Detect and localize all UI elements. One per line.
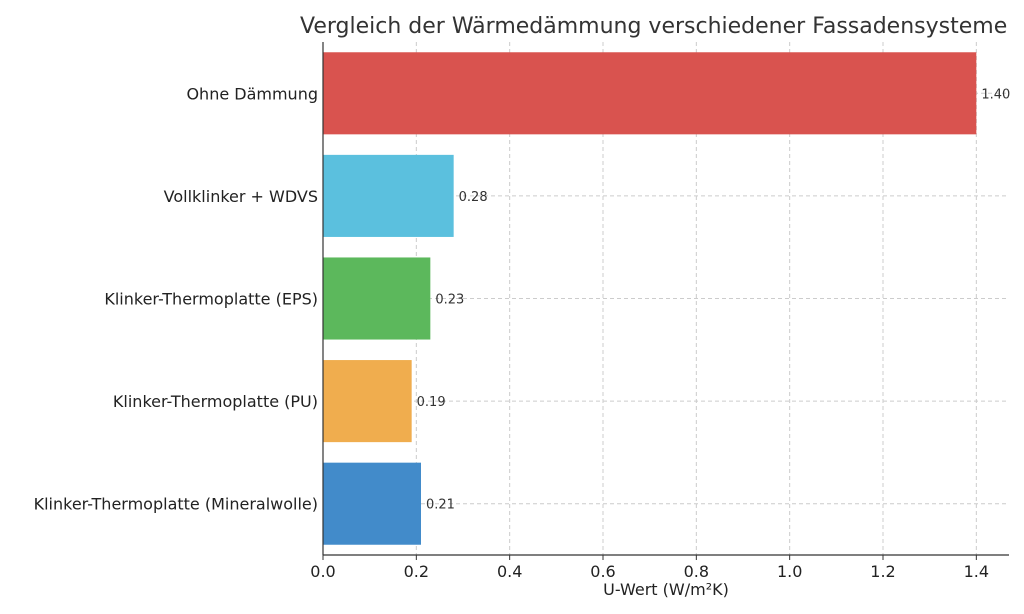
- category-label: Klinker-Thermoplatte (PU): [113, 392, 318, 411]
- category-label: Klinker-Thermoplatte (EPS): [104, 290, 318, 309]
- bar: [323, 462, 421, 545]
- chart-title: Vergleich der Wärmedämmung verschiedener…: [300, 14, 1007, 39]
- bar: [323, 360, 412, 443]
- x-tick-label: 0.8: [684, 562, 709, 581]
- category-label: Klinker-Thermoplatte (Mineralwolle): [34, 495, 318, 514]
- x-ticks-layer: 0.0 0.2 0.4 0.6 0.8 1.0 1.2 1.4: [310, 555, 989, 581]
- value-label: 0.19: [417, 395, 446, 410]
- bar: [323, 257, 431, 340]
- x-tick-label: 0.2: [404, 562, 429, 581]
- x-tick-label: 0.6: [590, 562, 615, 581]
- x-tick-label: 1.2: [870, 562, 895, 581]
- labels-layer: Ohne Dämmung 1.40 Vollklinker + WDVS 0.28 Kl…: [34, 84, 1011, 513]
- x-tick-label: 1.0: [777, 562, 802, 581]
- category-label: Vollklinker + WDVS: [164, 187, 318, 206]
- value-label: 0.28: [459, 190, 488, 205]
- value-label: 0.23: [435, 293, 464, 308]
- bar: [323, 154, 454, 237]
- category-label: Ohne Dämmung: [186, 84, 318, 103]
- x-tick-label: 0.4: [497, 562, 522, 581]
- x-tick-label: 1.4: [964, 562, 989, 581]
- bar: [323, 52, 977, 135]
- value-label: 1.40: [981, 87, 1010, 102]
- x-axis-title: U-Wert (W/m²K): [603, 580, 729, 599]
- bars-layer: [323, 52, 977, 545]
- value-label: 0.21: [426, 498, 455, 513]
- x-tick-label: 0.0: [310, 562, 335, 581]
